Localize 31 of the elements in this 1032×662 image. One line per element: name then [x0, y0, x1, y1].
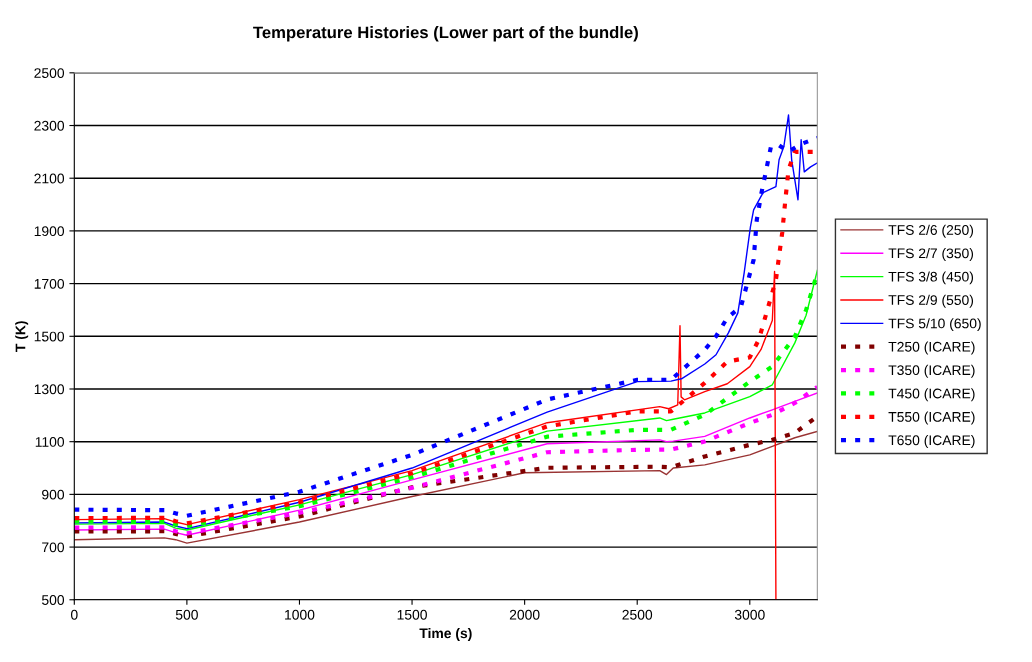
- y-tick-label: 1300: [34, 384, 65, 395]
- x-tick-label: 1500: [397, 609, 427, 620]
- y-tick-label: 2100: [34, 173, 65, 184]
- y-axis-title: T (K): [15, 321, 29, 352]
- y-tick-label: 2500: [34, 68, 65, 78]
- y-tick-label: 1100: [35, 437, 65, 447]
- y-tick-label: 900: [42, 489, 65, 500]
- y-tick-label: 1700: [34, 278, 65, 289]
- legend-label: TFS 5/10 (650): [888, 318, 981, 332]
- x-tick-label: 2500: [622, 609, 653, 620]
- legend-label: TFS 3/8 (450): [888, 271, 974, 285]
- x-tick-label: 3000: [734, 609, 765, 620]
- y-tick-label: 700: [42, 542, 65, 553]
- x-tick-label: 0: [70, 609, 78, 620]
- legend-label: T350 (ICARE): [888, 364, 975, 378]
- legend-label: T550 (ICARE): [888, 411, 975, 425]
- y-tick-label: 2300: [34, 120, 65, 131]
- legend-label: T250 (ICARE): [888, 341, 975, 355]
- x-axis-title: Time (s): [419, 628, 472, 641]
- x-tick-label: 2000: [509, 609, 540, 620]
- legend-label: T450 (ICARE): [888, 388, 975, 402]
- x-tick-label: 500: [175, 609, 198, 620]
- y-tick-label: 1500: [34, 331, 65, 342]
- y-tick-label: 500: [41, 595, 65, 605]
- legend-label: TFS 2/7 (350): [888, 248, 974, 261]
- legend-label: T650 (ICARE): [888, 434, 975, 448]
- legend-label: TFS 2/9 (550): [888, 294, 974, 308]
- chart-title: Temperature Histories (Lower part of the bundle): [253, 26, 638, 42]
- legend-label: TFS 2/6 (250): [888, 224, 974, 238]
- y-tick-label: 1900: [34, 226, 65, 237]
- x-tick-label: 1000: [285, 609, 315, 620]
